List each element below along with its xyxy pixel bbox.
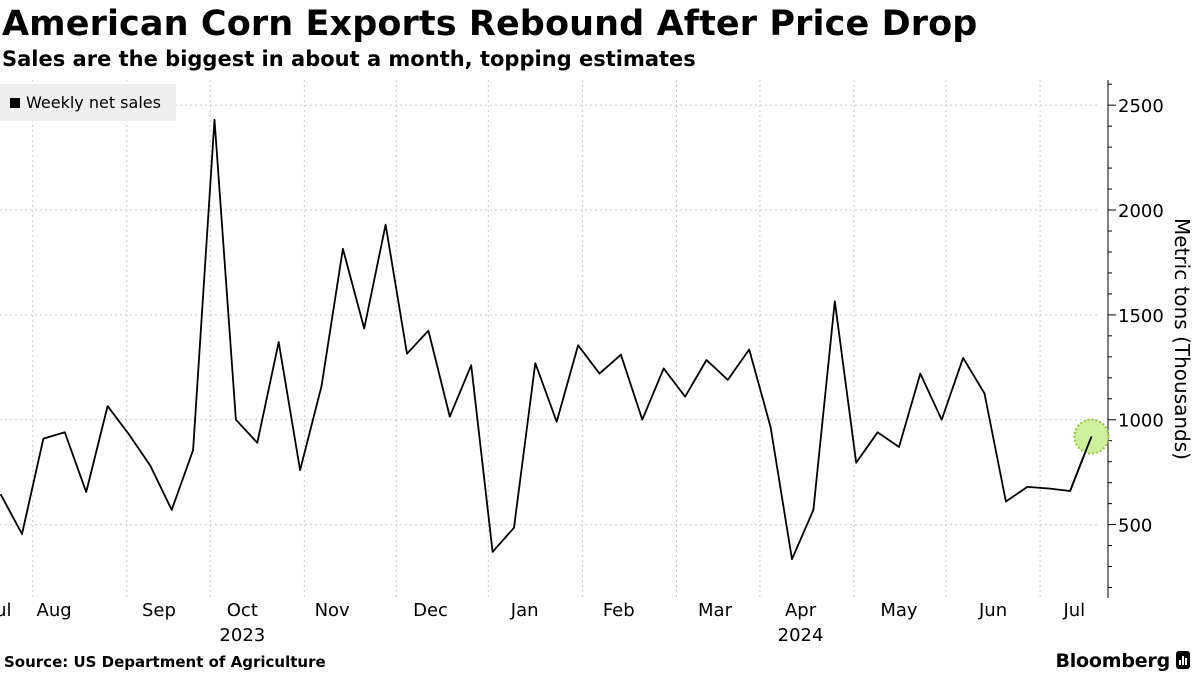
legend-swatch [10,97,20,108]
grid-layer [0,80,1100,598]
x-tick-label-feb: Feb [603,600,635,621]
chart-subtitle: Sales are the biggest in about a month, … [2,47,696,71]
x-tick-label-sep: Sep [142,600,176,621]
brand-logo: Bloomberg [1055,650,1170,672]
y-tick-label: 1500 [1118,306,1164,327]
x-year-label-2023: 2023 [219,625,265,646]
x-tick-label-dec: Dec [413,600,448,621]
y-tick-label: 2500 [1118,96,1164,117]
brand-chart-icon [1176,651,1190,669]
x-tick-label-nov: Nov [315,600,350,621]
series-layer [0,118,1110,561]
y-tick-label: 500 [1118,516,1152,537]
x-tick-label-oct: Oct [227,600,258,621]
series-line-end-segment [1069,436,1093,492]
y-tick-label: 2000 [1118,201,1164,222]
x-tick-label-jun: Jun [978,600,1007,621]
x-year-label-2024: 2024 [778,625,824,646]
x-tick-label-may: May [880,600,918,621]
x-tick-label-apr: Apr [785,600,817,621]
legend-label: Weekly net sales [26,93,161,112]
y-tick-label: 1000 [1118,411,1164,432]
x-tick-label-aug: Aug [37,600,72,621]
x-tick-label-jan: Jan [510,600,539,621]
source-note: Source: US Department of Agriculture [4,653,326,671]
label-layer: 500 1000 1500 2000 2500 Metric tons (Thousand… [0,96,1194,646]
axis-layer [1107,80,1116,598]
y-axis-title: Metric tons (Thousands) [1170,218,1194,460]
legend: Weekly net sales [0,84,176,121]
chart-title: American Corn Exports Rebound After Pric… [2,4,978,44]
series-line-weekly-net-sales [0,118,1093,561]
x-tick-label-jul: Jul [1062,600,1085,621]
x-tick-label-jul: Jul [0,600,12,621]
x-tick-label-mar: Mar [698,600,733,621]
